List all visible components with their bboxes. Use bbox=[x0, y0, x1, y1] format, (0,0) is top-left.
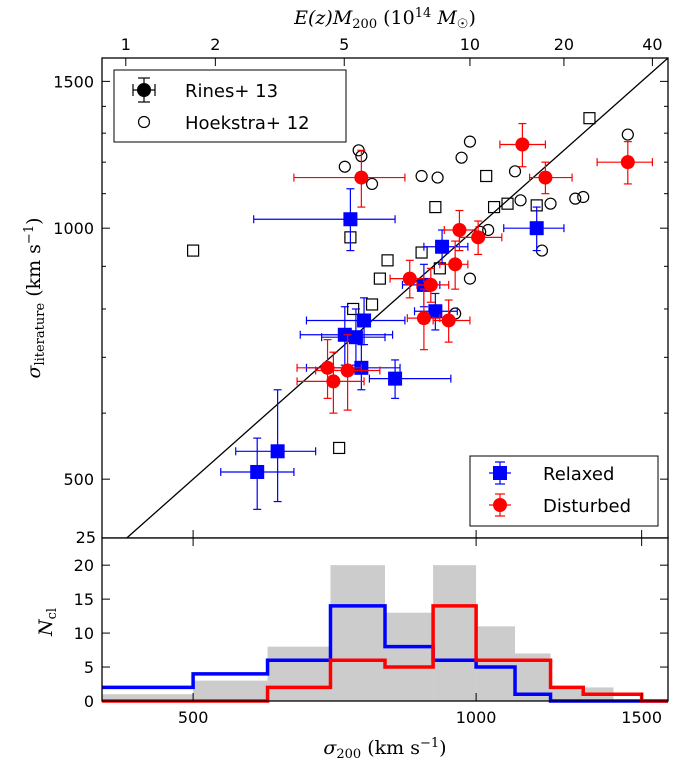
rines-point bbox=[583, 112, 596, 125]
legend-dynamics: Relaxed Disturbed bbox=[469, 455, 659, 527]
y-corner-label: 25 bbox=[76, 528, 96, 547]
hist-y-tick-label: 10 bbox=[74, 624, 94, 643]
one-to-one-line bbox=[126, 57, 669, 539]
hoekstra-point bbox=[569, 192, 582, 205]
disturbed-point bbox=[416, 267, 450, 303]
scatter-y-axis-title: σliterature (km s−1) bbox=[22, 217, 48, 378]
scatter-y-tick-label: 1000 bbox=[53, 219, 94, 238]
hist-bar-all bbox=[330, 565, 385, 701]
relaxed-point bbox=[413, 292, 458, 331]
legend-hoekstra-marker bbox=[137, 115, 151, 129]
rines-point bbox=[381, 254, 394, 267]
rines-point bbox=[480, 169, 493, 183]
disturbed-point bbox=[529, 161, 573, 195]
hist-bar-all bbox=[102, 694, 194, 701]
hoekstra-point bbox=[621, 128, 634, 141]
rines-point bbox=[373, 272, 386, 285]
relaxed-point bbox=[220, 437, 295, 510]
top-axis-tick-label: 10 bbox=[460, 35, 480, 54]
relaxed-point bbox=[235, 389, 317, 503]
top-axis-tick-label: 40 bbox=[642, 35, 662, 54]
hist-bar-all bbox=[267, 646, 331, 701]
disturbed-point bbox=[596, 141, 653, 185]
legend-hoekstra-label: Hoekstra+ 12 bbox=[185, 113, 310, 134]
rines-point bbox=[487, 200, 501, 214]
relaxed-point bbox=[253, 188, 396, 252]
hoekstra-point bbox=[544, 197, 557, 210]
hoekstra-point bbox=[415, 169, 428, 183]
disturbed-point bbox=[389, 259, 425, 299]
disturbed-point bbox=[458, 220, 503, 256]
disturbed-point bbox=[293, 149, 406, 208]
legend-rines-marker bbox=[132, 77, 156, 103]
hoekstra-point bbox=[463, 272, 477, 285]
hoekstra-point bbox=[455, 151, 468, 164]
histogram-panel: 0 5 10 15 20 500 1000 1500 bbox=[74, 537, 669, 727]
hist-bar-all bbox=[550, 687, 584, 701]
legend-relaxed-label: Relaxed bbox=[543, 464, 614, 485]
hist-y-tick-label: 20 bbox=[74, 556, 94, 575]
hist-y-tick-label: 15 bbox=[74, 590, 94, 609]
relaxed-point bbox=[321, 308, 386, 366]
top-axis-tick-label: 20 bbox=[554, 35, 574, 54]
hoekstra-point bbox=[577, 190, 590, 204]
hist-y-axis-title: Ncl bbox=[35, 608, 60, 637]
hist-bar-all bbox=[193, 680, 268, 701]
x-axis-title: σ200 (km s−1) bbox=[323, 736, 446, 762]
x-tick-label: 1000 bbox=[456, 708, 497, 727]
rines-point bbox=[187, 244, 200, 257]
disturbed-point bbox=[296, 351, 365, 414]
hoekstra-point bbox=[431, 171, 444, 184]
top-axis-title: E(z)M200 (1014 M☉) bbox=[293, 6, 476, 32]
hist-step-disturbed bbox=[102, 604, 668, 703]
disturbed-point bbox=[499, 122, 547, 168]
rines-point bbox=[333, 441, 346, 455]
hist-bar-all bbox=[385, 612, 434, 701]
disturbed-point bbox=[443, 209, 477, 252]
legend-catalogs: Rines+ 13 Hoekstra+ 12 bbox=[113, 69, 347, 143]
hist-bar-all bbox=[433, 565, 477, 701]
legend-disturbed-marker bbox=[489, 493, 511, 517]
relaxed-point bbox=[503, 206, 565, 252]
legend-relaxed-marker bbox=[489, 461, 511, 485]
scatter-y-tick-label: 1500 bbox=[53, 72, 94, 91]
hoekstra-point bbox=[365, 177, 379, 191]
scatter-y-tick-label: 500 bbox=[63, 470, 94, 489]
rines-point bbox=[415, 246, 428, 259]
disturbed-point bbox=[406, 288, 441, 351]
rines-point bbox=[429, 200, 442, 214]
relaxed-point bbox=[305, 297, 406, 346]
hoekstra-point bbox=[463, 135, 477, 148]
top-axis-tick-label: 2 bbox=[210, 35, 220, 54]
rines-point bbox=[501, 197, 514, 210]
x-tick-label: 500 bbox=[178, 708, 209, 727]
hist-y-tick-label: 0 bbox=[84, 692, 94, 711]
top-axis-tick-label: 1 bbox=[121, 35, 131, 54]
hoekstra-point bbox=[508, 165, 522, 178]
legend-rines-label: Rines+ 13 bbox=[185, 81, 278, 102]
x-tick-label: 1500 bbox=[621, 708, 662, 727]
disturbed-point bbox=[439, 240, 469, 290]
hoekstra-point bbox=[514, 194, 527, 207]
legend-disturbed-label: Disturbed bbox=[543, 496, 631, 517]
hist-bar-all bbox=[476, 626, 516, 701]
rines-point bbox=[365, 298, 379, 311]
hoekstra-point bbox=[338, 160, 351, 173]
disturbed-point bbox=[315, 334, 381, 411]
top-axis-tick-label: 5 bbox=[339, 35, 349, 54]
hoekstra-point bbox=[482, 223, 495, 237]
disturbed-point bbox=[432, 299, 471, 343]
hist-y-tick-label: 5 bbox=[84, 658, 94, 677]
relaxed-point bbox=[368, 359, 452, 399]
